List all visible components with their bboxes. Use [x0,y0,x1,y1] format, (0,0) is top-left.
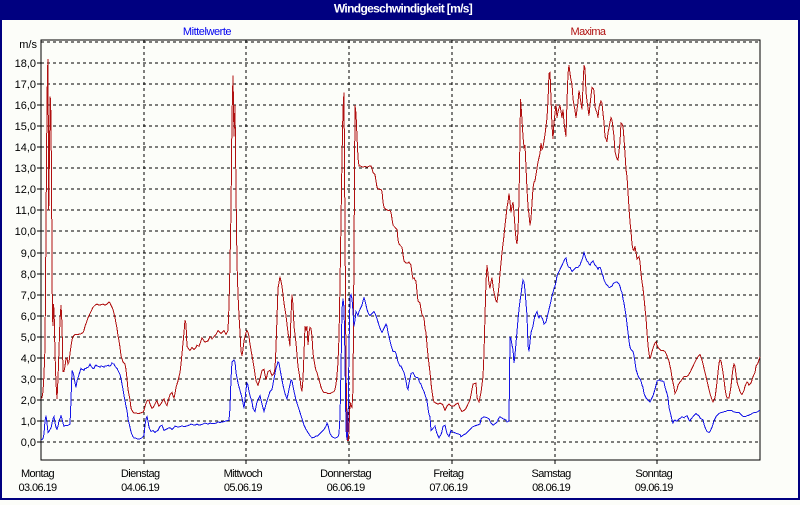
svg-text:09.06.19: 09.06.19 [635,482,674,494]
svg-text:15,0: 15,0 [15,121,36,133]
svg-text:04.06.19: 04.06.19 [121,482,160,494]
svg-text:8,0: 8,0 [21,269,36,281]
svg-text:4,0: 4,0 [21,353,36,365]
svg-text:7,0: 7,0 [21,290,36,302]
svg-text:Windgeschwindigkeit [m/s]: Windgeschwindigkeit [m/s] [334,2,473,16]
svg-text:07.06.19: 07.06.19 [429,482,468,494]
svg-text:Sonntag: Sonntag [635,468,672,480]
svg-text:03.06.19: 03.06.19 [18,482,57,494]
svg-text:m/s: m/s [19,39,37,51]
svg-text:Donnerstag: Donnerstag [320,468,371,480]
svg-text:17,0: 17,0 [15,79,36,91]
svg-text:6,0: 6,0 [21,311,36,323]
svg-text:Mittwoch: Mittwoch [224,468,263,480]
svg-text:Mittelwerte: Mittelwerte [183,26,232,38]
svg-text:18,0: 18,0 [15,58,36,70]
svg-text:5,0: 5,0 [21,332,36,344]
svg-text:Montag: Montag [21,468,55,480]
svg-text:Dienstag: Dienstag [121,468,160,480]
svg-text:10,0: 10,0 [15,226,36,238]
svg-text:Freitag: Freitag [433,468,464,480]
svg-text:12,0: 12,0 [15,184,36,196]
svg-text:Samstag: Samstag [531,468,571,480]
svg-text:16,0: 16,0 [15,100,36,112]
svg-text:05.06.19: 05.06.19 [224,482,263,494]
svg-text:13,0: 13,0 [15,163,36,175]
svg-text:3,0: 3,0 [21,374,36,386]
svg-text:1,0: 1,0 [21,416,36,428]
svg-text:2,0: 2,0 [21,395,36,407]
svg-text:14,0: 14,0 [15,142,36,154]
svg-text:9,0: 9,0 [21,248,36,260]
svg-text:08.06.19: 08.06.19 [532,482,571,494]
svg-text:11,0: 11,0 [15,205,36,217]
svg-text:06.06.19: 06.06.19 [327,482,366,494]
svg-text:0,0: 0,0 [21,437,36,449]
svg-text:Maxima: Maxima [571,26,607,38]
